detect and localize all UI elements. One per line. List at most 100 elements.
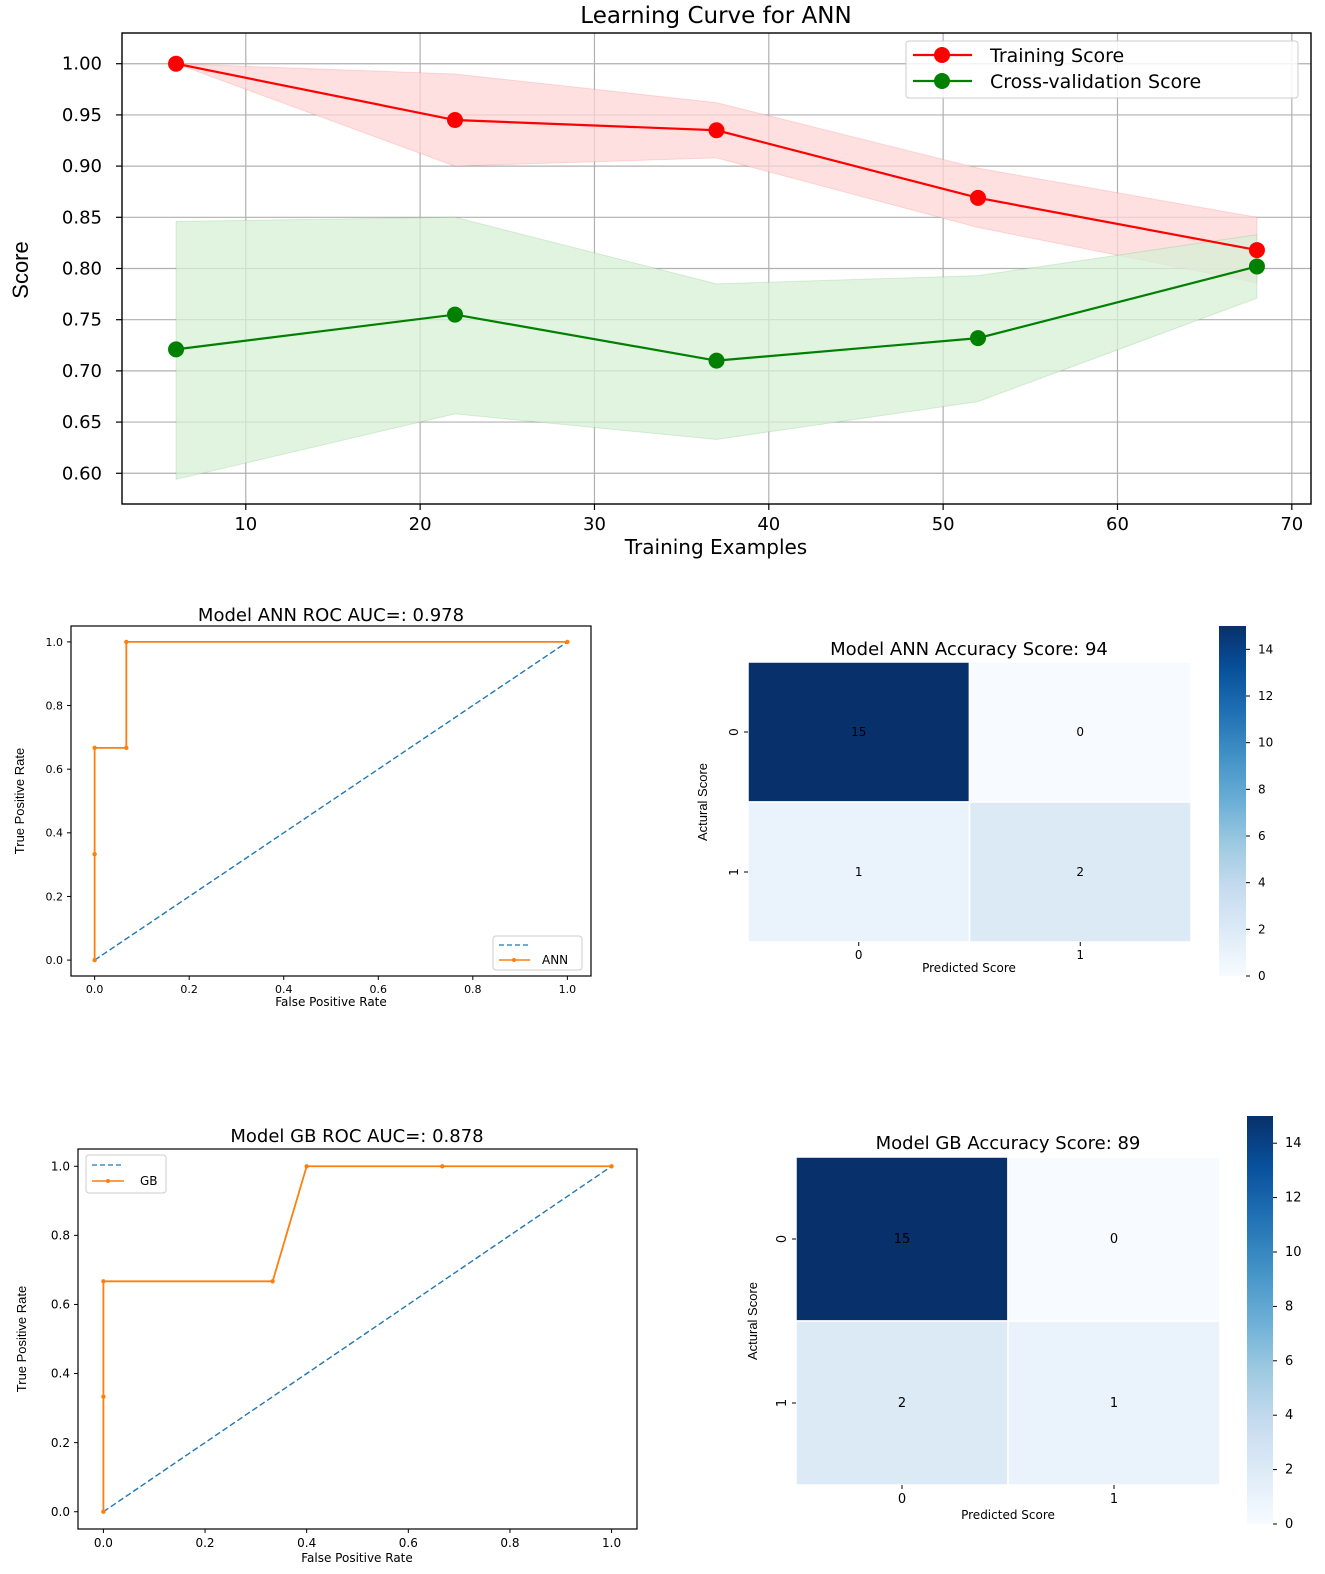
learning-curve-legend: Training Score Cross-validation Score: [905, 40, 1299, 99]
learning-curve-chart: Learning Curve for ANN 10 20 30 40 50 60 70 0.6…: [8, 3, 1312, 559]
cm-col-tick-label: 1: [1076, 948, 1084, 962]
ann-confusion-matrix: Model ANN Accuracy Score: 94 15 01 2 0 101 …: [695, 626, 1273, 983]
y-tick-label: 0.8: [46, 699, 64, 712]
ann-roc-legend: ANN: [492, 935, 583, 971]
cm-row-tick-label: 1: [775, 1399, 790, 1407]
gb-confusion-matrix: Model GB Accuracy Score: 89 15 02 1 0 101 P…: [745, 1116, 1302, 1532]
y-tick-label: 0.6: [46, 763, 64, 776]
x-tick-label: 0.6: [370, 983, 388, 996]
x-tick-label: 0.4: [275, 983, 293, 996]
learning-curve-ylabel: Score: [8, 241, 33, 298]
cm-cell-value: 0: [1110, 1232, 1118, 1247]
cm-cell: [795, 1156, 1009, 1322]
y-tick-label: 0.4: [46, 827, 64, 840]
colorbar-tick-label: 2: [1258, 922, 1266, 936]
training-score-point: [446, 112, 463, 129]
x-tick-label: 30: [583, 514, 606, 535]
cm-cell: [747, 801, 971, 943]
gb-cm-colorbar-ticks: 0 2 4 6 8 10 12 14: [1273, 1136, 1302, 1532]
colorbar-tick-label: 2: [1285, 1463, 1293, 1478]
legend-frame: [85, 1154, 167, 1194]
colorbar-tick-label: 12: [1285, 1191, 1302, 1206]
ann-cm-colorbar-ticks: 0 2 4 6 8 10 12 14: [1246, 642, 1273, 983]
ann-roc-ticks: 0.0 0.0 0.2 0.2 0.4 0.4 0.6 0.6 0.8 0.8 1.0 1.0: [46, 636, 577, 996]
y-tick-label: 0.0: [46, 954, 64, 967]
x-tick-label: 0.2: [180, 983, 198, 996]
x-tick-label: 0.4: [297, 1536, 316, 1550]
training-score-point: [708, 122, 725, 139]
y-tick-label: 0.0: [51, 1505, 70, 1519]
cm-col-tick-label: 0: [855, 948, 863, 962]
x-tick-label: 60: [1106, 514, 1129, 535]
cm-cell-value: 15: [894, 1232, 911, 1247]
training-score-point: [970, 189, 987, 206]
cm-col-tick-label: 0: [898, 1492, 906, 1507]
cm-row-tick-label: 0: [727, 728, 741, 736]
cm-cell-value: 2: [1076, 865, 1084, 879]
y-tick-label: 0.2: [51, 1436, 70, 1450]
cm-cell: [747, 661, 971, 803]
colorbar-tick-label: 12: [1258, 689, 1273, 703]
ann-roc-lines: [92, 639, 570, 963]
legend-cv-marker: [934, 73, 950, 89]
y-tick-label: 0.60: [62, 463, 102, 484]
colorbar-tick-label: 0: [1258, 969, 1266, 983]
y-tick-label: 0.4: [51, 1367, 70, 1381]
x-tick-label: 0.6: [399, 1536, 418, 1550]
gb-roc-title: Model GB ROC AUC=: 0.878: [230, 1126, 483, 1147]
legend-gb-marker: [106, 1179, 110, 1183]
roc-curve-point: [565, 639, 570, 645]
cv-score-point: [708, 352, 725, 369]
gb-cm-cells: 15 0 2 1: [795, 1156, 1221, 1486]
y-tick-label: 1.0: [46, 636, 64, 649]
roc-curve-point: [124, 639, 129, 645]
cv-score-point: [446, 306, 463, 323]
ann-cm-xlabel: Predicted Score: [922, 961, 1016, 975]
cm-cell: [1007, 1156, 1221, 1322]
colorbar-tick-label: 14: [1258, 642, 1273, 656]
colorbar-tick-label: 8: [1285, 1299, 1293, 1314]
ann-cm-ylabel: Actural Score: [695, 763, 710, 841]
y-tick-label: 0.70: [62, 361, 102, 382]
roc-curve-point: [92, 957, 97, 963]
x-tick-label: 10: [234, 514, 257, 535]
roc-curve-point: [101, 1394, 106, 1399]
cm-row-tick-label: 1: [727, 868, 741, 876]
training-score-point: [1248, 242, 1265, 259]
legend-cv-label: Cross-validation Score: [990, 71, 1201, 93]
colorbar-tick-label: 8: [1258, 782, 1266, 796]
roc-curve-point: [124, 745, 129, 751]
ann-roc-chart: Model ANN ROC AUC=: 0.978 0.00.00.20.20.…: [12, 605, 592, 1009]
legend-training-marker: [934, 47, 950, 63]
cv-score-point: [1248, 258, 1265, 275]
x-tick-label: 0.8: [500, 1536, 519, 1550]
x-tick-label: 20: [409, 514, 432, 535]
cm-row-tick-label: 0: [775, 1235, 790, 1243]
cm-cell-value: 15: [851, 725, 866, 739]
learning-curve-ticks: 10 20 30 40 50 60 70 0.60 0.65 0.70 0.75 0.80 0.85 0.…: [62, 54, 1303, 535]
cm-cell-value: 2: [898, 1396, 906, 1411]
gb-roc-lines: [101, 1164, 614, 1514]
y-tick-label: 1.0: [51, 1159, 70, 1173]
colorbar-tick-label: 4: [1258, 876, 1266, 890]
learning-curve-title: Learning Curve for ANN: [580, 3, 851, 29]
y-tick-label: 0.2: [46, 890, 64, 903]
y-tick-label: 0.85: [62, 207, 102, 228]
legend-gb-label: GB: [140, 1174, 158, 1188]
ann-roc-axes-frame: [70, 625, 592, 977]
gb-cm-colorbar: [1247, 1116, 1273, 1524]
cm-col-tick-label: 1: [1110, 1492, 1118, 1507]
x-tick-label: 40: [757, 514, 780, 535]
cm-cell-value: 0: [1076, 725, 1084, 739]
y-tick-label: 0.65: [62, 412, 102, 433]
chance-diagonal-line: [103, 1165, 612, 1513]
training-score-point: [168, 55, 185, 72]
roc-curve-point: [101, 1509, 106, 1514]
gb-cm-ticks: 0 1 0 1: [775, 1235, 1118, 1507]
colorbar-tick-label: 6: [1258, 829, 1266, 843]
ann-roc-title: Model ANN ROC AUC=: 0.978: [198, 605, 464, 626]
colorbar-tick-label: 6: [1285, 1354, 1293, 1369]
x-tick-label: 1.0: [602, 1536, 621, 1550]
roc-curve-point: [101, 1279, 106, 1284]
